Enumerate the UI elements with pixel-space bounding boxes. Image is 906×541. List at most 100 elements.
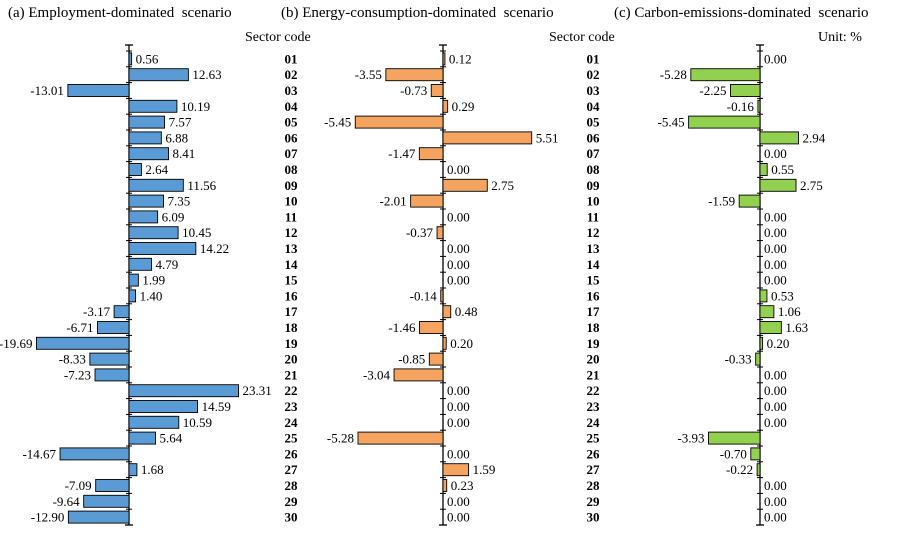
bar-b-27 (442, 463, 470, 477)
bar-label-c-19: 0.20 (767, 336, 790, 351)
bar-label-a-09: 11.56 (187, 178, 216, 193)
bar-label-b-06: 5.51 (536, 130, 559, 145)
sector-code-25: 25 (587, 431, 601, 446)
bar-label-b-24: 0.00 (447, 415, 470, 430)
bar-c-10 (738, 194, 761, 208)
bar-c-04 (757, 99, 761, 113)
sector-code-11: 11 (587, 209, 599, 224)
sector-code-30: 30 (285, 510, 298, 525)
bar-label-c-14: 0.00 (764, 257, 787, 272)
bar-a-24 (128, 415, 180, 429)
bar-c-27 (756, 463, 761, 477)
bar-a-16 (128, 289, 137, 303)
sector-code-08: 08 (587, 162, 601, 177)
bar-label-a-04: 10.19 (181, 99, 210, 114)
bar-c-18 (759, 321, 782, 334)
bar-label-a-01: 0.56 (136, 51, 159, 66)
bar-label-b-23: 0.00 (447, 399, 470, 414)
bar-c-16 (759, 289, 768, 303)
bar-a-08 (128, 163, 142, 176)
bar-label-b-14: 0.00 (447, 257, 470, 272)
bar-a-11 (128, 210, 159, 224)
bar-label-a-26: -14.67 (22, 446, 56, 461)
bar-label-a-14: 4.79 (156, 257, 179, 272)
sector-code-17: 17 (587, 304, 601, 319)
bar-a-29 (83, 494, 130, 508)
sector-code-08: 08 (285, 162, 299, 177)
bar-label-c-11: 0.00 (764, 209, 787, 224)
sector-code-28: 28 (587, 478, 601, 493)
bar-label-c-10: -1.59 (708, 194, 735, 209)
bar-label-b-09: 2.75 (491, 178, 514, 193)
sector-code-04: 04 (587, 99, 601, 114)
bar-b-20 (428, 352, 444, 366)
sector-code-01: 01 (285, 51, 298, 66)
sector-code-02: 02 (587, 67, 600, 82)
sector-code-04: 04 (285, 99, 299, 114)
bar-label-b-26: 0.00 (447, 446, 470, 461)
sector-code-20: 20 (285, 352, 298, 367)
bar-label-b-28: 0.23 (451, 478, 474, 493)
sector-code-22: 22 (587, 383, 600, 398)
bar-a-18 (97, 321, 130, 334)
bar-a-06 (128, 131, 162, 145)
bar-label-a-28: -7.09 (65, 478, 92, 493)
sector-code-30: 30 (587, 510, 600, 525)
sector-code-26: 26 (285, 446, 299, 461)
bar-label-b-20: -0.85 (398, 352, 425, 367)
sector-code-27: 27 (285, 462, 299, 477)
bar-label-c-22: 0.00 (764, 383, 787, 398)
bar-a-27 (128, 463, 138, 477)
bar-b-18 (419, 321, 444, 334)
bar-label-a-05: 7.57 (169, 115, 192, 130)
sector-code-14: 14 (285, 257, 299, 272)
bar-label-c-05: -5.45 (658, 115, 685, 130)
bar-a-20 (89, 352, 130, 366)
sector-code-19: 19 (285, 336, 299, 351)
bar-label-a-12: 10.45 (182, 225, 211, 240)
sector-codes-column-1: 0102030405060708091011121314151617181920… (285, 51, 299, 524)
bar-a-03 (67, 84, 130, 97)
bar-label-c-29: 0.00 (764, 494, 787, 509)
unit-label: Unit: % (818, 30, 862, 45)
bar-label-b-30: 0.00 (447, 510, 470, 525)
sector-code-09: 09 (285, 178, 299, 193)
bar-a-04 (128, 99, 178, 113)
bar-a-19 (36, 336, 130, 350)
bar-label-a-03: -13.01 (30, 83, 64, 98)
bar-c-20 (755, 352, 761, 366)
bar-c-26 (750, 447, 761, 461)
bar-a-22 (128, 384, 240, 398)
sector-code-12: 12 (285, 225, 298, 240)
bar-label-a-22: 23.31 (243, 383, 272, 398)
sector-code-13: 13 (587, 241, 601, 256)
bar-b-28 (442, 479, 448, 492)
bar-label-b-25: -5.28 (327, 431, 354, 446)
bar-label-c-12: 0.00 (764, 225, 787, 240)
bar-c-05 (688, 115, 761, 129)
sector-code-07: 07 (587, 146, 601, 161)
bar-label-b-15: 0.00 (447, 273, 470, 288)
bar-b-03 (430, 84, 444, 97)
sector-code-18: 18 (285, 320, 299, 335)
bar-c-17 (759, 305, 775, 319)
panel-b-bars: 0.12 -3.55 -0.73 0.29 -5.45 5.51 -1.47 0.00 2.75… (324, 44, 559, 526)
sector-code-27: 27 (587, 462, 601, 477)
bar-a-09 (128, 178, 184, 192)
sector-code-23: 23 (285, 399, 299, 414)
bar-label-b-02: -3.55 (355, 67, 382, 82)
bar-a-15 (128, 273, 139, 287)
bar-label-a-29: -9.64 (53, 494, 81, 509)
bar-label-a-16: 1.40 (140, 288, 163, 303)
bar-c-02 (690, 68, 761, 82)
bar-label-a-13: 14.22 (200, 241, 229, 256)
bar-a-01 (128, 52, 133, 66)
sector-code-18: 18 (587, 320, 601, 335)
sector-code-09: 09 (587, 178, 601, 193)
bar-label-a-02: 12.63 (192, 67, 221, 82)
bar-a-25 (128, 431, 156, 445)
bar-label-c-30: 0.00 (764, 510, 787, 525)
bar-label-b-05: -5.45 (324, 115, 351, 130)
bar-label-b-22: 0.00 (447, 383, 470, 398)
bar-b-04 (442, 99, 449, 113)
